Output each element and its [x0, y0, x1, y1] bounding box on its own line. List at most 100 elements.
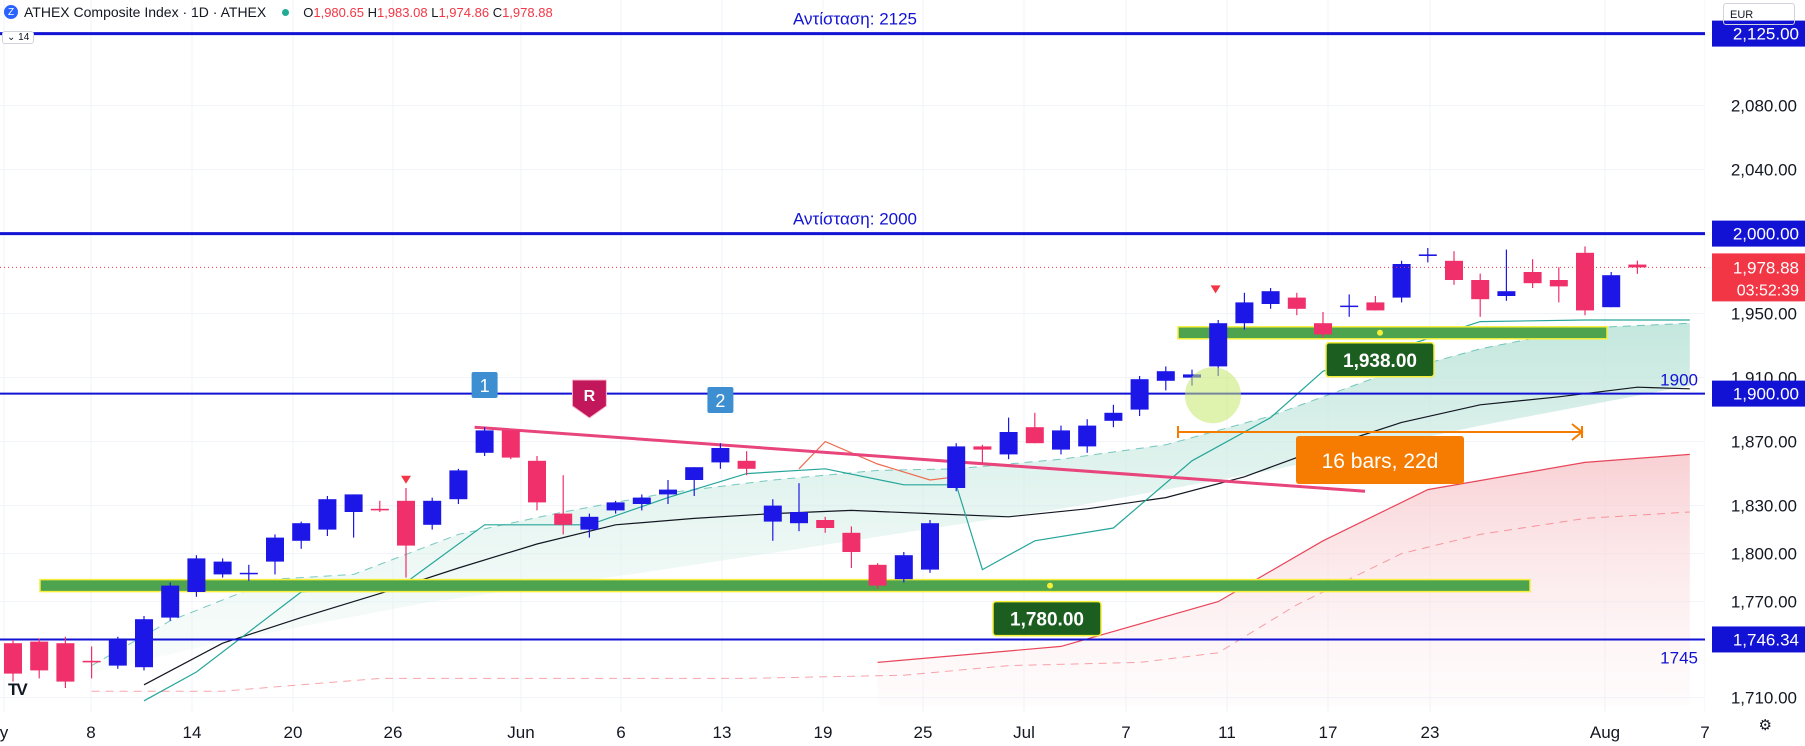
time-tick-label: Jul: [1013, 723, 1035, 742]
level-price-tag[interactable]: [1712, 626, 1805, 653]
candle-body: [1156, 371, 1175, 381]
candle-body: [1078, 425, 1097, 447]
high-label: H: [367, 4, 377, 20]
zone-price-tag[interactable]: [992, 600, 1102, 637]
high-value: 1,983.08: [376, 4, 428, 20]
time-tick-label: 25: [914, 723, 933, 742]
r-badge-marker[interactable]: [571, 379, 607, 419]
time-tick-label: 26: [384, 723, 403, 742]
zone-price-tag[interactable]: [1325, 342, 1435, 378]
candle-body: [1549, 280, 1568, 287]
time-tick-label: Jun: [507, 723, 534, 742]
support-zones[interactable]: [39, 326, 1608, 593]
down-arrow-icon: [1210, 285, 1221, 294]
candle-body: [213, 561, 232, 575]
candle-body: [1602, 275, 1621, 308]
candle-body: [397, 500, 415, 546]
wave-count-marker[interactable]: [707, 387, 734, 413]
level-label: Αντίσταση: 2000: [793, 210, 917, 229]
resistance-levels[interactable]: Αντίσταση: 2125 Αντίσταση: 2000 1900 1745: [0, 10, 1705, 668]
candle-body: [108, 640, 127, 666]
price-tick-label: 1,830.00: [1731, 497, 1797, 516]
time-tick-label: 8: [86, 723, 95, 742]
candle-body: [632, 497, 651, 504]
time-axis-bg: [0, 712, 1805, 746]
candle-body: [161, 585, 180, 618]
level-price-text: 2,125.00: [1733, 25, 1799, 44]
wave-count-text: 1: [480, 376, 490, 396]
price-tick-label: 1,950.00: [1731, 305, 1797, 324]
close-value: 1,978.88: [502, 4, 553, 20]
candle-body: [790, 512, 808, 524]
candle-body: [501, 430, 520, 458]
candle-body: [947, 446, 966, 488]
candle-body: [82, 660, 101, 663]
indicator-badge[interactable]: ⌄ 14: [2, 31, 35, 44]
wave-count-marker[interactable]: [471, 372, 498, 398]
currency-selector[interactable]: EUR: [1723, 3, 1795, 25]
candle-body: [1104, 412, 1123, 421]
candle-body: [1261, 291, 1280, 304]
zone-price-text: 1,938.00: [1343, 351, 1417, 372]
price-tick-label: 1,800.00: [1731, 545, 1797, 564]
support-zone[interactable]: [1177, 326, 1608, 340]
down-arrow-icon: [401, 475, 411, 484]
zone-handle[interactable]: [1047, 582, 1053, 589]
level-price-tag[interactable]: [1712, 380, 1805, 407]
chart-header: Z ATHEX Composite Index · 1D · ATHEX O1,…: [4, 4, 553, 20]
candle-body: [56, 643, 75, 682]
countdown-text: 03:52:39: [1737, 282, 1799, 299]
candle-body: [239, 572, 258, 575]
candle-body: [1523, 272, 1542, 284]
candle-body: [580, 516, 599, 530]
indicator-count: 14: [18, 32, 30, 43]
time-tick-label: 14: [183, 723, 202, 742]
last-price-tag[interactable]: [1712, 253, 1805, 302]
time-tick-label: 23: [1421, 723, 1440, 742]
span-b-line: [91, 511, 1690, 692]
candle-body: [868, 564, 887, 586]
candle-body: [1471, 280, 1490, 300]
highlight-circle[interactable]: [1184, 367, 1241, 424]
time-tick-label: 7: [1121, 723, 1130, 742]
resistance-trendline[interactable]: [474, 425, 1366, 493]
level-price-text: 1,746.34: [1733, 630, 1799, 649]
price-axis[interactable]: 2,080.002,040.001,950.001,910.001,870.00…: [1705, 0, 1805, 746]
time-tick-label: 7: [1700, 723, 1709, 742]
candle-body: [685, 467, 704, 480]
candle-body: [606, 502, 625, 511]
level-price-text: 1,900.00: [1733, 385, 1799, 404]
low-value: 1,974.86: [438, 4, 490, 20]
trendline[interactable]: [474, 425, 1366, 493]
measure-label-box[interactable]: [1296, 436, 1464, 484]
level-price-tag[interactable]: [1712, 220, 1805, 247]
time-axis[interactable]: y 8 14 20 26 Jun 6 13 19 25 Jul 7 11 17 23 Aug 7: [0, 712, 1805, 746]
symbol-title[interactable]: ATHEX Composite Index · 1D · ATHEX: [24, 4, 267, 20]
zone-price-text: 1,780.00: [1010, 610, 1084, 631]
price-tick-label: 2,040.00: [1731, 161, 1797, 180]
annotations[interactable]: 1 R 2 1,780.00 1,938.00 16 bars, 22d: [0, 266, 1705, 637]
candle-body: [1392, 264, 1411, 298]
candle-body: [4, 643, 22, 674]
candle-body: [1209, 323, 1228, 367]
candle-body: [1366, 302, 1385, 311]
level-label: 1900: [1660, 371, 1698, 390]
symbol-logo-icon: Z: [4, 5, 18, 19]
time-tick-label: Aug: [1590, 723, 1620, 742]
candle-body: [1418, 254, 1437, 256]
candle-body: [737, 460, 756, 469]
candle-body: [344, 494, 363, 512]
time-tick-label: 17: [1319, 723, 1338, 742]
candle-body: [1052, 430, 1070, 450]
candle-body: [659, 489, 677, 495]
settings-gear-icon[interactable]: ⚙: [1758, 717, 1772, 734]
zone-handle[interactable]: [1377, 329, 1383, 336]
candle-body: [894, 555, 913, 580]
last-price-text: 1,978.88: [1733, 258, 1799, 277]
candle-body: [1287, 297, 1306, 309]
low-label: L: [431, 4, 439, 20]
price-tick-label: 2,080.00: [1731, 97, 1797, 116]
support-zone[interactable]: [39, 578, 1531, 593]
candle-body: [1183, 374, 1201, 378]
